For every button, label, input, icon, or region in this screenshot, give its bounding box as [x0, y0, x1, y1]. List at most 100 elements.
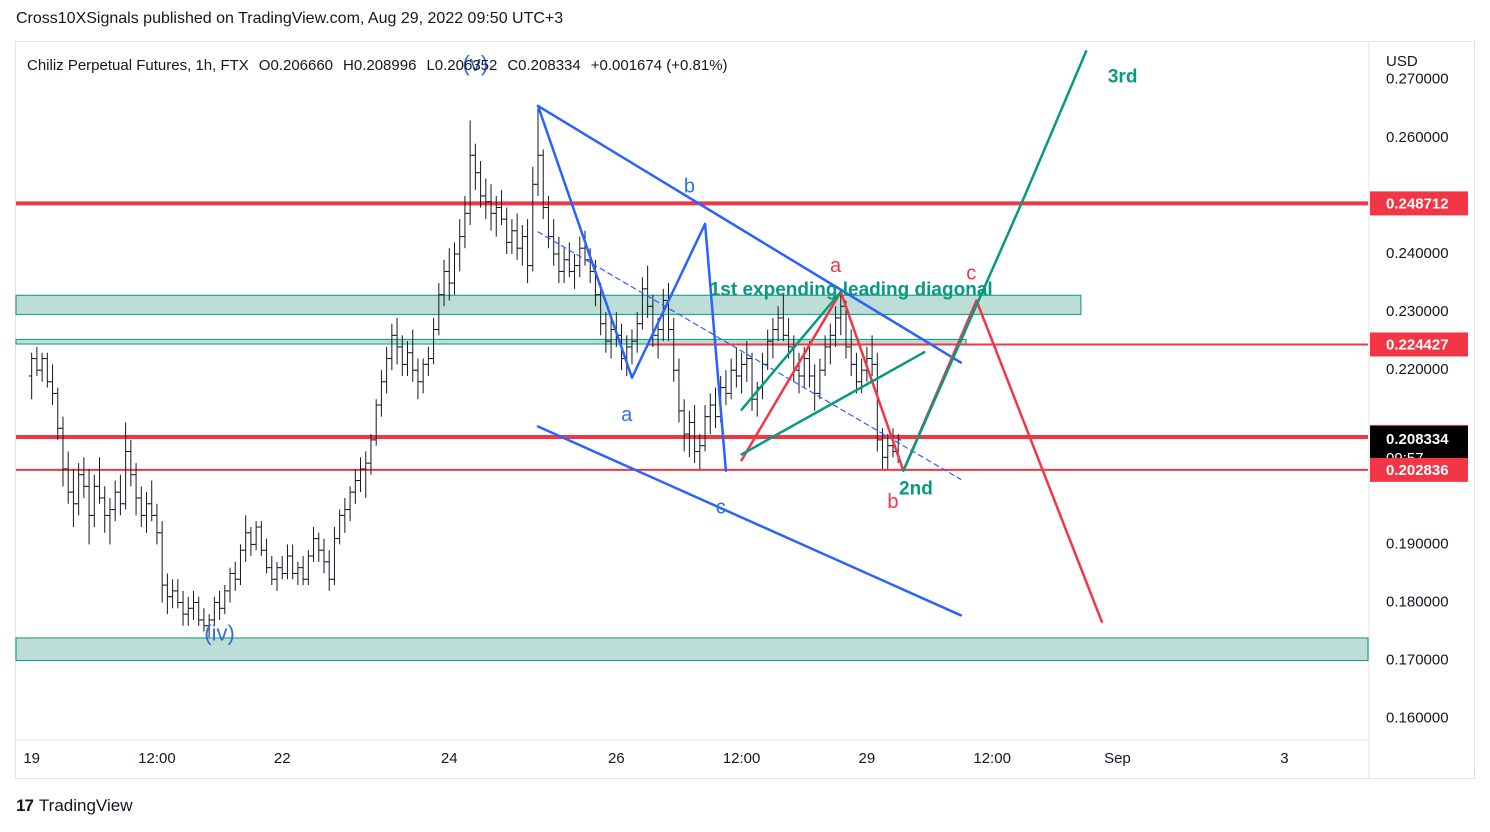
- time-tick-label: 29: [859, 750, 876, 767]
- ohlc-bar: [237, 544, 244, 586]
- ohlc-bar: [49, 364, 56, 406]
- ohlc-bar: [138, 486, 145, 527]
- ohlc-bar: [404, 341, 411, 376]
- ohlc-bar: [451, 242, 458, 295]
- ohlc-bar: [884, 434, 891, 469]
- ohlc-bar: [728, 358, 735, 400]
- ohlc-bar: [258, 521, 265, 557]
- chart-frame: [15, 41, 1475, 779]
- ohlc-change: +0.001674 (+0.81%): [591, 57, 728, 74]
- time-axis: 19 12:00 22 24 26 12:00 29 12:00 Sep 3: [23, 750, 1288, 767]
- price-tag-label: 0.202836: [1386, 462, 1449, 479]
- ohlc-bar: [388, 323, 395, 371]
- wave-annotation: 1st expending leading diagonal: [710, 280, 993, 301]
- horizontal-lines-layer: [16, 201, 1368, 471]
- drawings-layer: [536, 50, 1104, 623]
- ohlc-bar: [263, 538, 270, 574]
- ohlc-bar: [54, 387, 61, 440]
- price-tag: 0.202836: [1370, 457, 1468, 482]
- ohlc-bar: [811, 364, 818, 411]
- ohlc-bar: [310, 526, 317, 562]
- zones-layer: [15, 294, 1369, 662]
- ohlc-bar: [75, 463, 82, 516]
- ohlc-bar: [816, 358, 823, 400]
- ohlc-bar: [675, 358, 682, 423]
- ohlc-bar: [681, 399, 688, 452]
- ohlc-bar: [498, 190, 505, 225]
- ohlc-bar: [503, 207, 510, 255]
- ohlc-bar: [383, 346, 390, 394]
- wave-annotation: (v): [463, 51, 489, 76]
- time-tick-label: 12:00: [138, 750, 176, 767]
- ohlc-bar: [696, 434, 703, 469]
- ohlc-bar: [117, 474, 124, 516]
- ohlc-bar: [315, 532, 322, 562]
- wave-annotation: b: [684, 175, 695, 197]
- ohlc-bar: [268, 556, 275, 586]
- price-tag-label: 0.248712: [1386, 195, 1449, 212]
- ohlc-bar: [190, 590, 197, 620]
- price-tag-box: [1370, 332, 1468, 357]
- ohlc-bar: [524, 219, 531, 284]
- publish-banner: Cross10XSignals published on TradingView…: [16, 10, 564, 27]
- ohlc-bar: [164, 573, 171, 615]
- trend-drawing-line: [536, 104, 728, 472]
- ohlc-low: L0.206352: [426, 57, 497, 74]
- ohlc-bar: [602, 312, 609, 353]
- ohlc-bar: [733, 346, 740, 388]
- support-zone: [15, 338, 967, 345]
- price-tick-label: 0.160000: [1386, 710, 1449, 727]
- ohlc-bar: [44, 352, 51, 388]
- ohlc-bar: [566, 242, 573, 278]
- ohlc-bar: [488, 184, 495, 231]
- ohlc-bar: [159, 521, 166, 603]
- ohlc-bar: [456, 219, 463, 272]
- ohlc-bar: [482, 178, 489, 220]
- ohlc-bar: [420, 358, 427, 394]
- ohlc-bar: [86, 468, 93, 545]
- ohlc-bar: [341, 497, 348, 533]
- ohlc-bar: [712, 387, 719, 429]
- ohlc-bar: [91, 474, 98, 527]
- ohlc-bar: [414, 358, 421, 400]
- symbol-interval: 1h: [195, 57, 212, 74]
- ohlc-bar: [28, 352, 35, 400]
- trend-drawing-line: [536, 104, 963, 364]
- time-tick-label: 22: [274, 750, 291, 767]
- ohlc-bar: [70, 468, 77, 527]
- ohlc-bar: [764, 329, 771, 371]
- price-tags: 0.2487120.2244270.2085040.20833409:570.2…: [1370, 191, 1468, 482]
- ohlc-bar: [749, 352, 756, 411]
- ohlc-bar: [253, 521, 260, 551]
- ohlc-bar: [467, 120, 474, 225]
- price-tag-box: [1370, 457, 1468, 482]
- ohlc-bar: [848, 329, 855, 376]
- price-tag: 0.224427: [1370, 332, 1468, 357]
- ohlc-bar: [409, 329, 416, 382]
- ohlc-bar: [174, 579, 181, 609]
- ohlc-bar: [320, 538, 327, 574]
- price-tick-label: 0.190000: [1386, 535, 1449, 552]
- ohlc-bar: [274, 561, 281, 591]
- support-zone: [15, 294, 1082, 315]
- time-tick-label: 26: [608, 750, 625, 767]
- ohlc-bar: [628, 329, 635, 365]
- ohlc-bar: [853, 352, 860, 394]
- ohlc-open: O0.206660: [259, 57, 333, 74]
- ohlc-bar: [519, 224, 526, 266]
- price-tag-label: 0.224427: [1386, 336, 1449, 353]
- ohlc-bar: [508, 219, 515, 255]
- tradingview-logo[interactable]: 17 TradingView: [16, 796, 132, 816]
- price-tag-label: 0.208334: [1386, 431, 1449, 448]
- ohlc-bar: [759, 352, 766, 400]
- trend-drawing-line: [740, 290, 843, 411]
- wave-annotation: c: [716, 497, 726, 519]
- tradingview-logo-text: TradingView: [38, 796, 133, 815]
- symbol-exchange: FTX: [220, 57, 248, 74]
- ohlc-bar: [540, 149, 547, 220]
- ohlc-bar: [65, 451, 72, 504]
- ohlc-bar: [769, 317, 776, 359]
- price-tag-box: [1370, 191, 1468, 216]
